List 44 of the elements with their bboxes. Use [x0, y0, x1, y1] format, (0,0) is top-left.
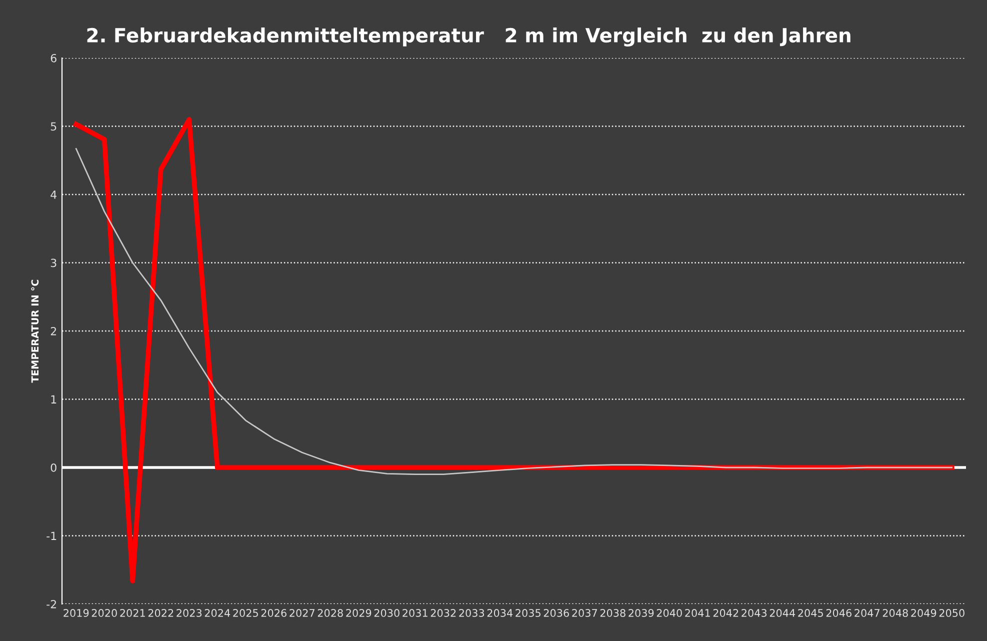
x-tick-label: 2049 — [911, 609, 936, 617]
x-tick-label: 2027 — [290, 609, 314, 617]
x-tick-label: 2048 — [882, 609, 908, 617]
x-tick-label: 2042 — [713, 609, 738, 617]
x-tick-label: 2036 — [544, 609, 569, 617]
y-tick-label: -2 — [46, 600, 56, 608]
x-tick-label: 2050 — [939, 609, 964, 617]
y-tick-label: 3 — [50, 258, 56, 268]
x-tick-label: 2030 — [374, 609, 400, 617]
x-tick-label: 2029 — [346, 609, 372, 617]
y-tick-label: 2 — [50, 326, 56, 336]
x-tick-label: 2022 — [148, 609, 174, 617]
y-tick-label: 1 — [51, 395, 56, 404]
x-tick-label: 2044 — [770, 609, 796, 617]
x-tick-label: 2035 — [516, 609, 540, 617]
x-tick-label: 2032 — [430, 609, 456, 617]
y-tick-label: 6 — [50, 54, 56, 62]
x-tick-label: 2028 — [318, 609, 343, 617]
x-tick-label: 2026 — [261, 609, 286, 617]
y-tick-label: 4 — [50, 190, 57, 199]
x-tick-label: 2040 — [656, 609, 682, 617]
x-tick-label: 2020 — [92, 609, 117, 617]
line-series — [75, 148, 953, 476]
x-tick-label: 2047 — [854, 609, 880, 617]
x-tick-label: 2031 — [402, 609, 428, 617]
y-axis-title: TEMPERATUR IN °C — [31, 280, 39, 383]
x-tick-label: 2023 — [176, 609, 202, 617]
x-tick-label: 2045 — [798, 609, 823, 617]
x-tick-label: 2037 — [572, 609, 597, 617]
x-tick-label: 2043 — [742, 609, 767, 617]
x-tick-label: 2041 — [685, 609, 710, 617]
x-tick-label: 2034 — [487, 609, 513, 617]
y-tick-label: -1 — [46, 532, 56, 540]
x-tick-label: 2038 — [600, 609, 626, 617]
y-tick-label: 5 — [50, 122, 56, 131]
x-tick-label: 2025 — [233, 609, 258, 617]
x-tick-label: 2021 — [120, 609, 145, 617]
x-tick-label: 2033 — [459, 609, 484, 617]
y-tick-label: 0 — [50, 463, 56, 472]
chart-title: 2. Februardekadenmitteltemperatur 2 m im Vergleich zu den Jahren — [87, 28, 850, 46]
x-tick-label: 2039 — [628, 609, 654, 617]
x-tick-label: 2024 — [204, 609, 230, 617]
x-tick-label: 2046 — [826, 609, 852, 617]
x-tick-label: 2019 — [64, 609, 89, 617]
